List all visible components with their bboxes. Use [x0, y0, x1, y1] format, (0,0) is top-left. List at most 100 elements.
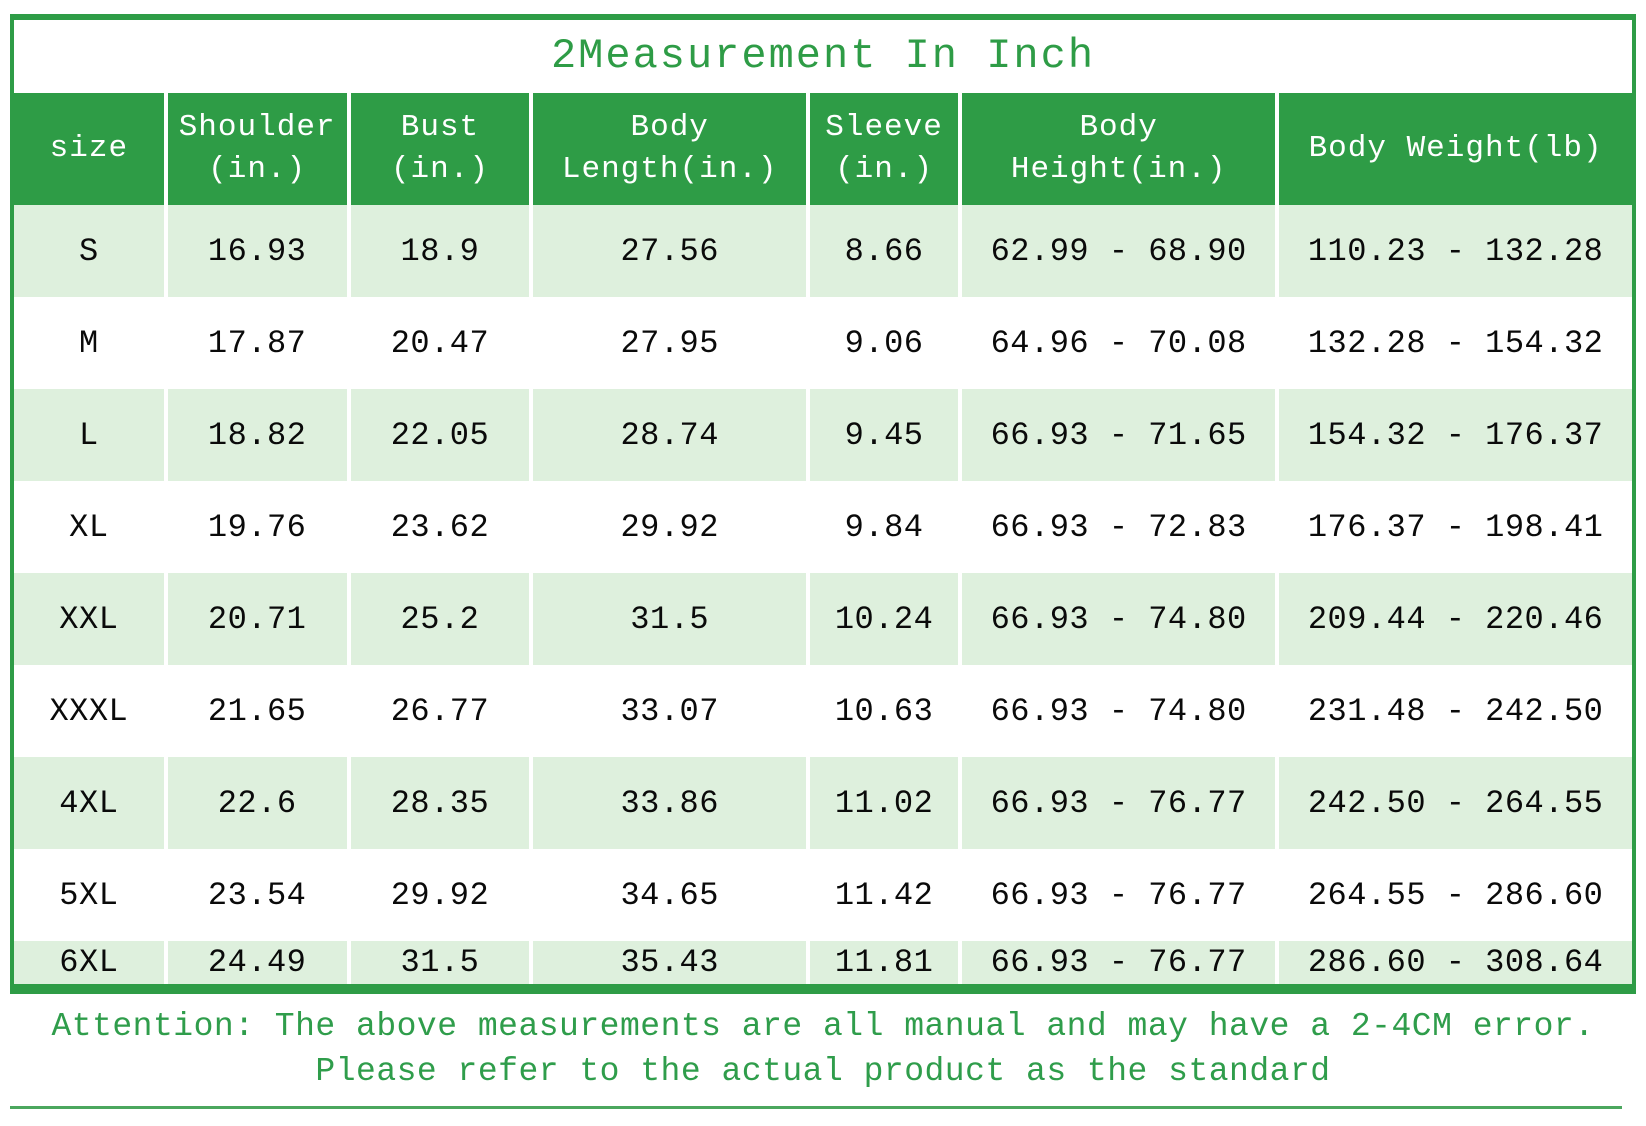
table-cell: 35.43: [533, 941, 811, 984]
header-cell-line: Sleeve: [825, 110, 943, 145]
table-cell: 29.92: [533, 481, 811, 573]
table-cell: 10.63: [810, 665, 963, 757]
table-cell: 27.56: [533, 205, 811, 297]
header-cell-line: Height(in.): [1010, 152, 1227, 187]
table-cell: 17.87: [168, 297, 351, 389]
size-label-cell: 6XL: [14, 941, 168, 984]
table-cell: 28.74: [533, 389, 811, 481]
size-label-cell: XXXL: [14, 665, 168, 757]
table-cell: 66.93 - 74.80: [962, 573, 1280, 665]
table-cell: 110.23 - 132.28: [1279, 205, 1632, 297]
table-body: S 16.93 18.9 27.56 8.66 62.99 - 68.90 110.23 -…: [14, 205, 1632, 984]
header-cell-line: (in.): [390, 152, 489, 187]
table-cell: 24.49: [167, 941, 351, 984]
table-cell: 25.2: [350, 573, 534, 665]
table-title: 2Measurement In Inch: [14, 20, 1632, 93]
table-row-6xl: 6XL 24.49 31.5 35.43 11.81 66.93 - 76.77 286.6…: [14, 941, 1632, 984]
table-cell: 176.37 - 198.41: [1307, 508, 1604, 546]
size-label-cell: XL: [14, 481, 168, 573]
table-cell: 132.28 - 154.32: [1307, 324, 1604, 362]
table-cell: 11.81: [810, 941, 963, 984]
table-cell: 66.93 - 76.77: [962, 849, 1280, 941]
table-row-xxxl: XXXL 21.65 26.77 33.07 10.63 66.93 - 74.80 231…: [14, 665, 1632, 757]
header-cell-body-height: Body Height(in.): [962, 93, 1280, 205]
table-cell: 9.06: [810, 297, 963, 389]
table-cell: 231.48 - 242.50: [1307, 692, 1604, 730]
header-cell-body-length: Body Length(in.): [533, 93, 811, 205]
table-cell: 66.93 - 74.80: [962, 665, 1280, 757]
table-cell: 11.02: [810, 757, 963, 849]
table-cell: 18.9: [350, 205, 534, 297]
table-cell: 154.32 - 176.37: [1279, 389, 1632, 481]
table-cell: 29.92: [351, 849, 534, 941]
table-row-l: L 18.82 22.05 28.74 9.45 66.93 - 71.65 154.32 …: [14, 389, 1632, 481]
attention-line-1: Attention: The above measurements are al…: [51, 1008, 1595, 1045]
table-cell: 23.62: [351, 481, 534, 573]
header-cell-body-weight: Body Weight(lb): [1279, 93, 1632, 205]
table-row-xl: XL 19.76 23.62 29.92 9.84 66.93 - 72.83 176.37…: [14, 481, 1632, 573]
header-cell-line: Body Weight(lb): [1308, 131, 1603, 166]
size-label-cell: 5XL: [14, 849, 168, 941]
table-cell: 18.82: [167, 389, 351, 481]
table-cell: 66.93 - 71.65: [962, 389, 1280, 481]
table-cell: 209.44 - 220.46: [1279, 573, 1632, 665]
table-row-4xl: 4XL 22.6 28.35 33.86 11.02 66.93 - 76.77 242.5…: [14, 757, 1632, 849]
table-cell: 8.66: [810, 205, 963, 297]
table-cell: 20.71: [167, 573, 351, 665]
bottom-divider: [10, 1106, 1622, 1109]
size-chart-table: 2Measurement In Inch size Shoulder (in.) Bu…: [10, 14, 1636, 994]
header-cell-line: (in.): [835, 152, 934, 187]
size-label-cell: 4XL: [14, 757, 168, 849]
header-cell-line: size: [49, 131, 129, 166]
header-cell-bust: Bust (in.): [350, 93, 534, 205]
table-cell: 286.60 - 308.64: [1279, 941, 1632, 984]
table-cell: 64.96 - 70.08: [962, 297, 1280, 389]
table-row-5xl: 5XL 23.54 29.92 34.65 11.42 66.93 - 76.77 264.…: [14, 849, 1632, 941]
table-cell: 20.47: [351, 297, 534, 389]
table-row-xxl: XXL 20.71 25.2 31.5 10.24 66.93 - 74.80 209.44…: [14, 573, 1632, 665]
table-cell: 33.86: [533, 757, 811, 849]
table-cell: 19.76: [168, 481, 351, 573]
table-cell: 10.24: [810, 573, 963, 665]
table-cell: 9.45: [810, 389, 963, 481]
table-cell: 242.50 - 264.55: [1279, 757, 1632, 849]
header-cell-sleeve: Sleeve (in.): [810, 93, 963, 205]
table-cell: 9.84: [810, 481, 963, 573]
size-label-cell: XXL: [14, 573, 168, 665]
header-cell-line: (in.): [208, 152, 307, 187]
table-cell: 31.5: [350, 941, 534, 984]
table-cell: 22.05: [350, 389, 534, 481]
table-cell: 66.93 - 76.77: [962, 757, 1280, 849]
header-cell-shoulder: Shoulder (in.): [167, 93, 351, 205]
table-cell: 27.95: [533, 297, 811, 389]
size-label-cell: L: [14, 389, 168, 481]
table-cell: 62.99 - 68.90: [962, 205, 1280, 297]
header-cell-line: Shoulder: [178, 110, 336, 145]
attention-line-2: Please refer to the actual product as th…: [315, 1053, 1331, 1090]
table-cell: 28.35: [350, 757, 534, 849]
table-cell: 31.5: [533, 573, 811, 665]
table-cell: 66.93 - 76.77: [962, 941, 1280, 984]
header-cell-line: Length(in.): [561, 152, 778, 187]
header-cell-line: Bust: [400, 110, 480, 145]
table-cell: 11.42: [810, 849, 963, 941]
table-row-s: S 16.93 18.9 27.56 8.66 62.99 - 68.90 110.23 -…: [14, 205, 1632, 297]
header-cell-line: Body: [1079, 110, 1158, 145]
table-cell: 21.65: [168, 665, 351, 757]
table-cell: 16.93: [167, 205, 351, 297]
table-cell: 66.93 - 72.83: [962, 481, 1280, 573]
table-cell: 23.54: [168, 849, 351, 941]
header-cell-line: Body: [630, 110, 709, 145]
attention-note: Attention: The above measurements are al…: [0, 1004, 1646, 1094]
header-cell-size: size: [14, 93, 168, 205]
table-row-m: M 17.87 20.47 27.95 9.06 64.96 - 70.08 132.28 …: [14, 297, 1632, 389]
table-cell: 34.65: [533, 849, 811, 941]
table-cell: 33.07: [533, 665, 811, 757]
size-label-cell: M: [14, 297, 168, 389]
table-cell: 264.55 - 286.60: [1307, 876, 1604, 914]
table-header-row: size Shoulder (in.) Bust (in.) Body Length(in.…: [14, 93, 1632, 205]
size-label-cell: S: [14, 205, 168, 297]
table-cell: 26.77: [351, 665, 534, 757]
table-cell: 22.6: [167, 757, 351, 849]
